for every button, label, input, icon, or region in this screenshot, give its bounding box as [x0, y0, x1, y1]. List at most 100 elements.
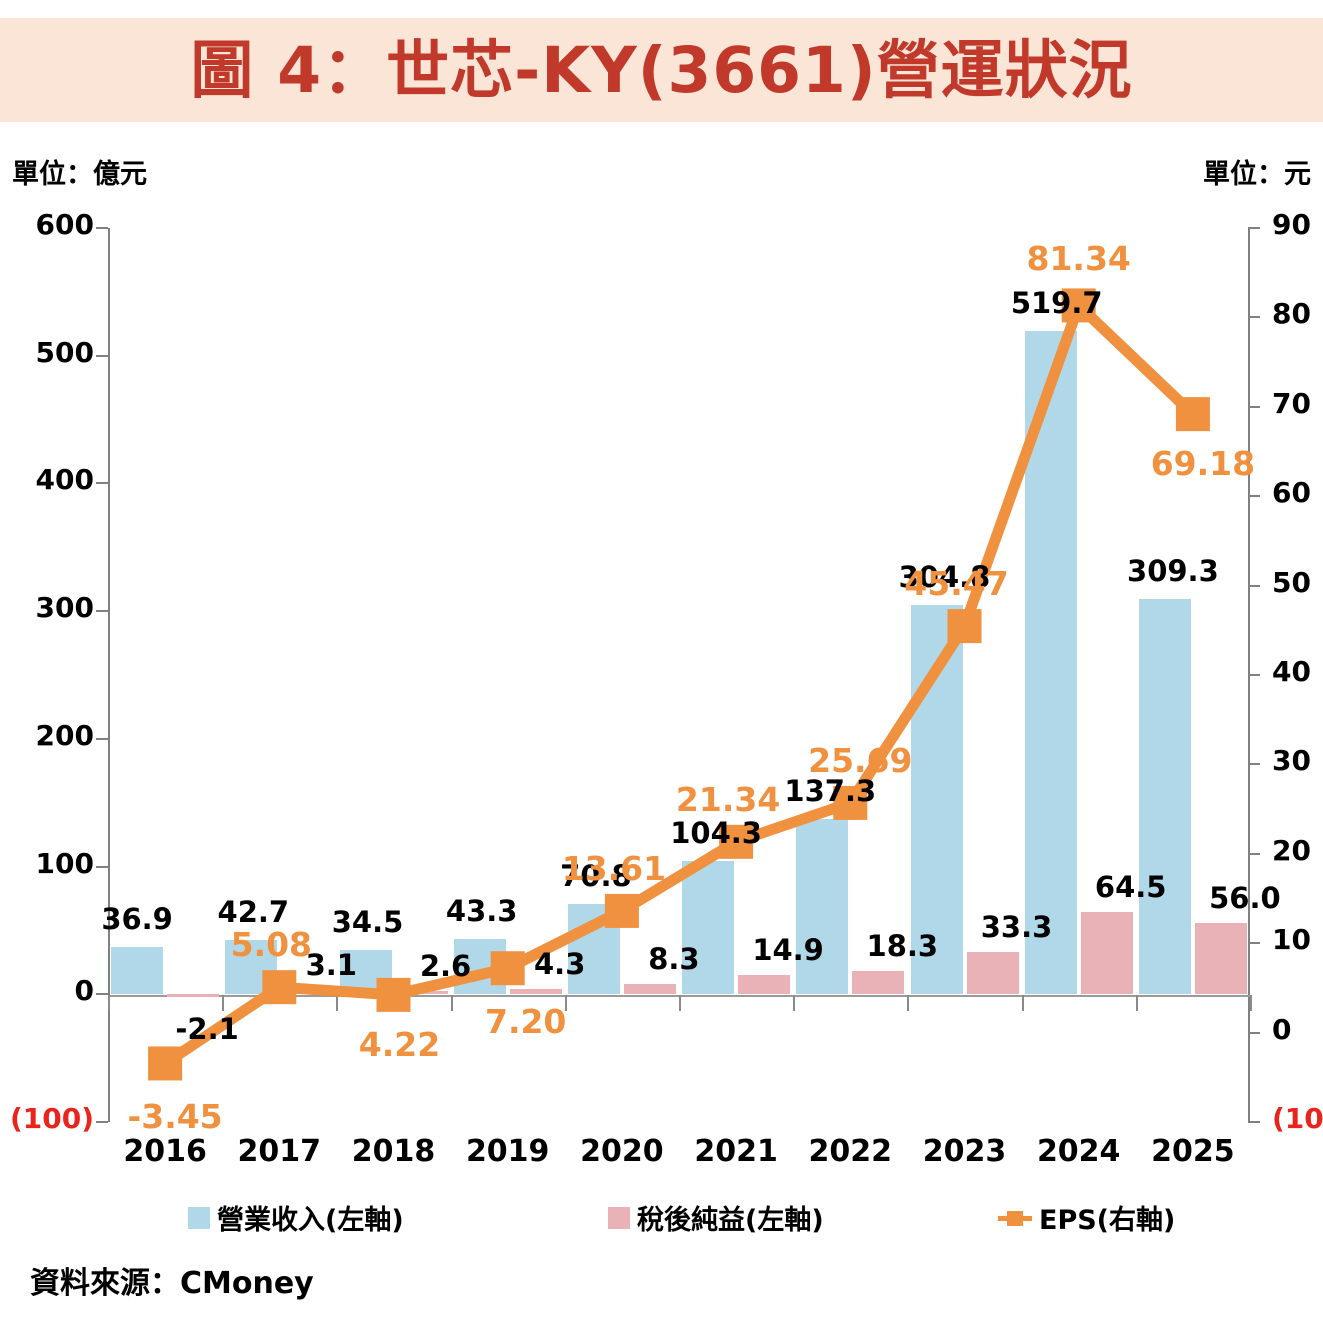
left-axis-line: [108, 228, 110, 1122]
eps-value-label: 21.34: [675, 779, 781, 819]
x-axis-tick: [1021, 995, 1024, 1011]
right-axis-tick: [1248, 227, 1260, 229]
profit-value-label: 64.5: [1094, 869, 1167, 904]
right-axis-tick: [1248, 942, 1260, 945]
left-axis-tick: [96, 482, 108, 485]
left-axis-tick-label: (100): [9, 1102, 94, 1135]
legend-label: 營業收入(左軸): [217, 1205, 404, 1236]
right-axis-tick-label: 50: [1272, 565, 1311, 599]
x-axis-tick: [679, 995, 681, 1011]
revenue-value-label: 304.8: [898, 560, 991, 594]
right-axis-tick: [1248, 316, 1260, 319]
profit-value-label: 3.1: [305, 948, 357, 983]
legend-label: 稅後純益(左軸): [637, 1205, 824, 1236]
revenue-value-label: 137.3: [784, 773, 877, 808]
legend-item-1[interactable]: 營業收入(左軸): [188, 1198, 404, 1237]
right-axis-tick-label: (10): [1272, 1102, 1323, 1135]
profit-value-label: -2.1: [175, 1012, 239, 1047]
x-axis-category-label: 2017: [237, 1134, 322, 1169]
eps-value-label: 69.18: [1150, 444, 1256, 484]
right-axis-tick-label: 90: [1272, 208, 1311, 241]
right-axis-tick: [1248, 763, 1260, 766]
left-axis-unit-label: 單位：億元: [12, 159, 147, 190]
revenue-bar: [111, 947, 164, 995]
right-axis-tick: [1248, 1031, 1260, 1034]
eps-value-label: -3.45: [127, 1097, 223, 1137]
right-axis-tick-label: 80: [1272, 297, 1311, 331]
right-axis-tick-label: 10: [1272, 923, 1311, 957]
left-axis-tick: [96, 227, 108, 229]
x-axis-category-label: 2022: [808, 1134, 893, 1169]
x-axis-category-label: 2019: [465, 1134, 550, 1169]
eps-data-point: [148, 1046, 183, 1081]
right-axis-tick-label: 60: [1272, 476, 1311, 510]
revenue-value-label: 309.3: [1127, 554, 1219, 589]
revenue-value-label: 34.5: [331, 905, 404, 940]
revenue-value-label: 70.8: [560, 858, 632, 893]
profit-value-label: 14.9: [752, 933, 824, 968]
eps-value-label: 81.34: [1026, 239, 1131, 279]
x-axis-tick: [793, 995, 796, 1011]
chart-legend: 營業收入(左軸) 稅後純益(左軸) EPS(右軸): [108, 1198, 1248, 1236]
left-axis-tick-label: 400: [35, 463, 94, 497]
profit-legend-swatch-icon: [608, 1206, 630, 1229]
source-note: 資料來源：CMoney: [30, 1266, 314, 1301]
x-axis-tick: [222, 995, 225, 1011]
eps-value-label: 13.61: [561, 848, 667, 888]
eps-value-label: 4.22: [358, 1024, 441, 1064]
right-axis-tick-label: 20: [1272, 833, 1311, 867]
left-axis-tick: [96, 610, 108, 613]
revenue-value-label: 104.3: [670, 816, 762, 851]
profit-value-label: 4.3: [534, 946, 586, 981]
left-axis-tick-label: 300: [35, 591, 94, 625]
x-axis-category-label: 2021: [694, 1134, 778, 1169]
revenue-bar: [1024, 330, 1077, 995]
legend-item-2[interactable]: 稅後純益(左軸): [608, 1198, 824, 1237]
x-axis-tick: [1250, 995, 1252, 1011]
profit-bar: [509, 988, 562, 995]
revenue-legend-swatch-icon: [188, 1206, 210, 1229]
eps-value-label: 25.69: [808, 740, 913, 780]
profit-value-label: 2.6: [419, 948, 472, 983]
left-axis-tick: [96, 865, 108, 868]
right-axis-tick: [1248, 852, 1260, 855]
right-axis-tick: [1248, 674, 1260, 676]
profit-bar: [852, 970, 905, 995]
profit-bar: [395, 990, 448, 995]
profit-bar: [1080, 911, 1133, 995]
legend-item-3[interactable]: EPS(右軸): [998, 1198, 1175, 1237]
profit-bar: [167, 994, 220, 997]
chart-plot-area: 36.9 42.7 34.5 43.3 70.8 104.3 137.3 304.8 519.7…: [96, 227, 1281, 1136]
right-axis-tick-label: 30: [1272, 744, 1311, 778]
revenue-value-label: 42.7: [217, 894, 290, 929]
right-axis-tick: [1248, 405, 1260, 408]
profit-bar: [623, 983, 676, 995]
x-axis-category-label: 2025: [1151, 1134, 1235, 1169]
profit-bar: [1194, 922, 1247, 995]
left-axis-tick: [96, 354, 108, 357]
left-axis-tick-label: 600: [35, 208, 94, 241]
x-axis-tick: [907, 995, 910, 1011]
profit-bar: [281, 990, 334, 995]
right-axis-tick: [1248, 1121, 1260, 1123]
revenue-bar: [796, 818, 849, 995]
x-axis-category-label: 2020: [580, 1134, 664, 1169]
right-axis-tick-label: 70: [1272, 386, 1311, 420]
title-banner: 圖 4：世芯-KY(3661)營運狀況: [0, 18, 1323, 122]
eps-value-label: 5.08: [230, 925, 313, 965]
x-axis-tick: [1135, 995, 1138, 1011]
x-axis-category-label: 2023: [922, 1134, 1007, 1169]
left-axis-tick-label: 500: [35, 335, 94, 369]
x-axis-tick: [336, 995, 339, 1011]
profit-value-label: 56.0: [1209, 880, 1281, 915]
profit-value-label: 8.3: [648, 941, 700, 976]
right-axis-unit-label: 單位：元: [1203, 159, 1311, 190]
left-axis-tick: [96, 737, 108, 740]
x-axis-category-label: 2024: [1036, 1134, 1121, 1169]
eps-value-label: 45.47: [904, 564, 1009, 604]
x-axis-category-label: 2018: [351, 1134, 436, 1169]
revenue-value-label: 36.9: [101, 902, 173, 937]
left-axis-tick: [96, 993, 108, 996]
eps-data-point: [1175, 397, 1210, 432]
profit-value-label: 33.3: [980, 909, 1053, 944]
